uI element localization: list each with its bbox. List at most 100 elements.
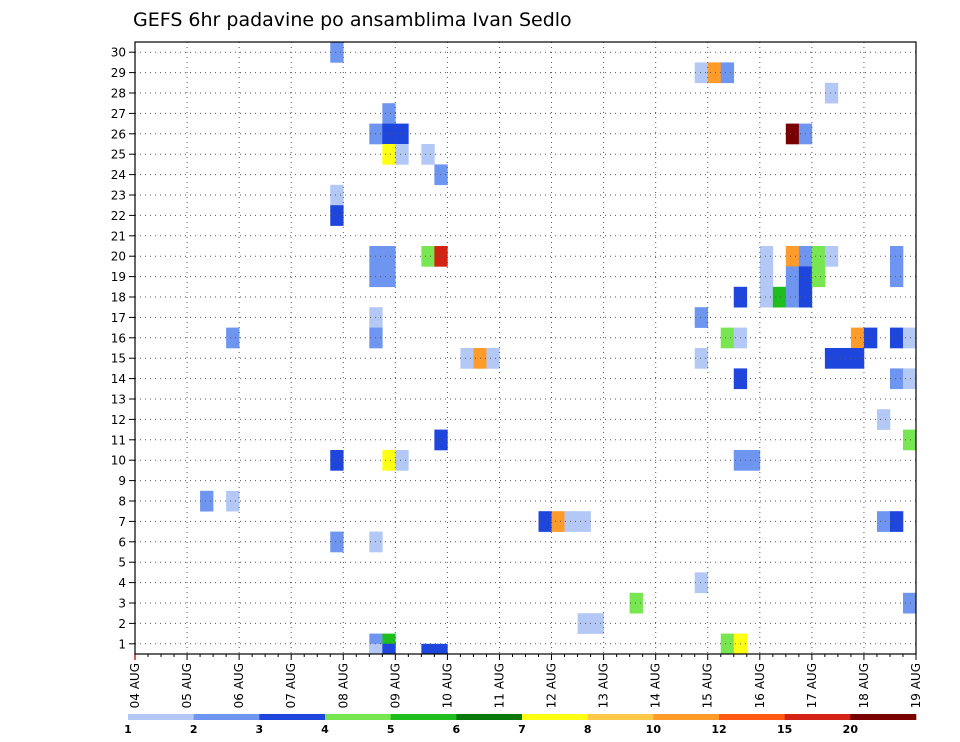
precip-cell [889, 368, 904, 390]
x-tick-label: 07 AUG [284, 663, 298, 708]
precip-cell [720, 62, 735, 84]
precip-cell [824, 82, 839, 104]
cells-layer [200, 42, 917, 655]
precip-cell [434, 643, 448, 655]
plot-frame [134, 41, 917, 655]
grid-layer [135, 42, 916, 654]
precip-cell [902, 368, 917, 390]
x-tick-label: 18 AUG [857, 663, 871, 708]
y-tick-label: 3 [118, 597, 126, 611]
precip-cell [434, 429, 448, 451]
colorbar-label: 3 [256, 723, 264, 736]
precip-cell [577, 511, 591, 532]
y-tick-label: 19 [111, 270, 126, 284]
colorbar-swatch [128, 714, 194, 720]
precip-cell [226, 490, 240, 512]
precip-cell [707, 62, 722, 84]
y-tick-label: 13 [111, 393, 126, 407]
chart-title: GEFS 6hr padavine po ansamblima Ivan Sed… [133, 9, 572, 31]
y-tick-label: 5 [118, 556, 126, 570]
y-tick-label: 16 [111, 331, 126, 345]
y-tick-label: 11 [111, 433, 126, 447]
colorbar-label: 12 [711, 723, 726, 736]
x-tick-label: 05 AUG [180, 663, 194, 708]
y-tick-label: 27 [111, 107, 126, 121]
colorbar: 1 2 3 4 5 6 7 8 10 12 15 20 [124, 714, 917, 736]
y-tick-label: 28 [111, 87, 126, 101]
precip-cell [330, 184, 344, 206]
precip-cell [226, 327, 240, 349]
precip-cell [785, 266, 800, 288]
precip-cell [577, 613, 591, 634]
precip-cell [382, 123, 396, 145]
precip-cell [720, 327, 735, 349]
colorbar-label: 7 [518, 723, 526, 736]
precip-cell [330, 42, 344, 63]
colorbar-swatch [259, 714, 326, 720]
precip-cell [421, 246, 435, 267]
colorbar-swatch [456, 714, 523, 720]
x-axis: 04 AUG 05 AUG 06 AUG 07 AUG 08 AUG 09 AUG 10 A… [128, 654, 923, 708]
x-tick-label: 11 AUG [492, 663, 506, 708]
x-tick-label: 09 AUG [388, 663, 402, 708]
x-tick-label: 04 AUG [128, 663, 142, 708]
precip-cell [850, 348, 865, 369]
precip-cell [785, 286, 800, 308]
x-tick-label: 06 AUG [232, 663, 246, 708]
precip-cell [889, 511, 904, 532]
y-tick-label: 21 [111, 229, 126, 243]
precip-cell [759, 246, 774, 267]
y-tick-label: 12 [111, 413, 126, 427]
precip-cell [850, 327, 865, 349]
precip-cell [330, 205, 344, 226]
precip-cell [876, 511, 891, 532]
x-tick-label: 17 AUG [805, 663, 819, 708]
precip-cell [694, 307, 709, 328]
y-tick-label: 2 [118, 617, 126, 631]
y-tick-label: 4 [118, 576, 126, 590]
precip-cell [395, 144, 409, 165]
y-tick-label: 20 [111, 250, 126, 264]
precip-cell [785, 123, 800, 145]
x-tick-label: 14 AUG [649, 663, 663, 708]
precip-cell [564, 511, 578, 532]
y-tick-label: 10 [111, 454, 126, 468]
precip-cell [759, 266, 774, 288]
precip-cell [785, 246, 800, 267]
precip-cell [811, 266, 826, 288]
x-tick-label: 13 AUG [597, 663, 611, 708]
colorbar-label: 20 [843, 723, 859, 736]
precip-cell [889, 246, 904, 267]
y-tick-label: 25 [111, 148, 126, 162]
precip-cell [694, 572, 709, 594]
y-tick-label: 14 [111, 372, 126, 386]
precip-cell [720, 633, 735, 655]
colorbar-swatch [193, 714, 260, 720]
y-tick-label: 9 [118, 474, 126, 488]
colorbar-label: 10 [646, 723, 662, 736]
precip-cell [434, 164, 448, 186]
precip-cell [811, 246, 826, 267]
precip-cell [837, 348, 852, 369]
precip-cell [876, 409, 891, 430]
precip-cell [902, 429, 917, 451]
precip-cell [694, 348, 709, 369]
precip-cell [902, 592, 917, 614]
colorbar-swatch [325, 714, 391, 720]
y-axis: 1234567891011121314151617181920212223242… [111, 46, 135, 651]
precip-cell [486, 348, 500, 369]
y-tick-label: 30 [111, 46, 126, 60]
colorbar-label: 5 [387, 723, 395, 736]
precip-cell [551, 511, 565, 532]
x-tick-label: 08 AUG [336, 663, 350, 708]
precip-cell [460, 348, 474, 369]
colorbar-swatch [390, 714, 457, 720]
precip-cell [629, 592, 643, 614]
precip-cell [889, 327, 904, 349]
precip-cell [200, 490, 214, 512]
precip-cell [330, 531, 344, 553]
precip-cell [382, 643, 396, 655]
precip-cell [772, 286, 787, 308]
precip-cell [330, 450, 344, 471]
